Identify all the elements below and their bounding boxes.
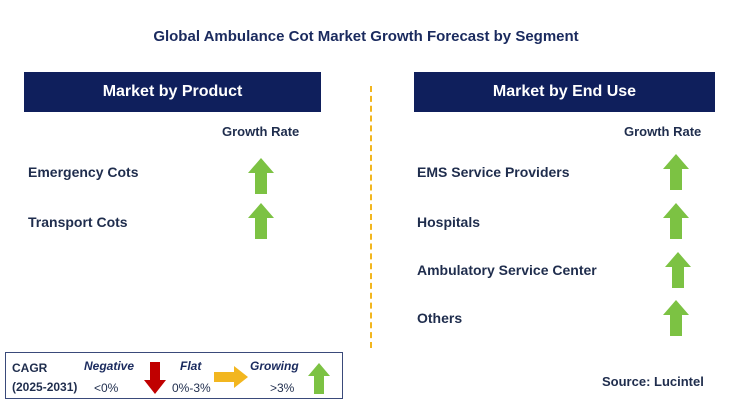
legend-negative-label: Negative xyxy=(84,359,135,373)
product-growth-rate-label: Growth Rate xyxy=(222,124,300,139)
source-note: Source: Lucintel xyxy=(602,374,704,389)
legend-growing-range: >3% xyxy=(270,381,295,395)
up-arrow-icon xyxy=(665,252,691,288)
up-arrow-icon xyxy=(248,203,274,239)
product-panel-header: Market by Product xyxy=(24,72,321,112)
end-use-item-others: Others xyxy=(417,310,463,326)
legend-negative-range: <0% xyxy=(94,381,119,395)
up-arrow-icon xyxy=(308,363,330,394)
down-arrow-icon xyxy=(144,362,166,394)
page-title: Global Ambulance Cot Market Growth Forec… xyxy=(153,28,579,45)
legend-growing-label: Growing xyxy=(250,359,299,373)
up-arrow-icon xyxy=(663,300,689,336)
end-use-item-hospitals: Hospitals xyxy=(417,214,481,230)
panel-divider xyxy=(370,86,372,348)
product-item-emergency-cots: Emergency Cots xyxy=(28,164,139,180)
product-item-transport-cots: Transport Cots xyxy=(28,214,128,230)
up-arrow-icon xyxy=(663,154,689,190)
legend-flat-range: 0%-3% xyxy=(172,381,211,395)
end-use-growth-rate-label: Growth Rate xyxy=(624,124,702,139)
end-use-item-ambulatory-service-center: Ambulatory Service Center xyxy=(417,262,597,278)
up-arrow-icon xyxy=(248,158,274,194)
cagr-legend: CAGR (2025-2031) Negative <0% Flat 0%-3%… xyxy=(5,352,343,399)
end-use-item-ems-service-providers: EMS Service Providers xyxy=(417,164,570,180)
end-use-panel-header: Market by End Use xyxy=(414,72,715,112)
legend-period: (2025-2031) xyxy=(12,380,78,394)
right-arrow-icon xyxy=(214,366,248,388)
legend-cagr-label: CAGR xyxy=(12,361,48,375)
legend-flat-label: Flat xyxy=(180,359,202,373)
up-arrow-icon xyxy=(663,203,689,239)
